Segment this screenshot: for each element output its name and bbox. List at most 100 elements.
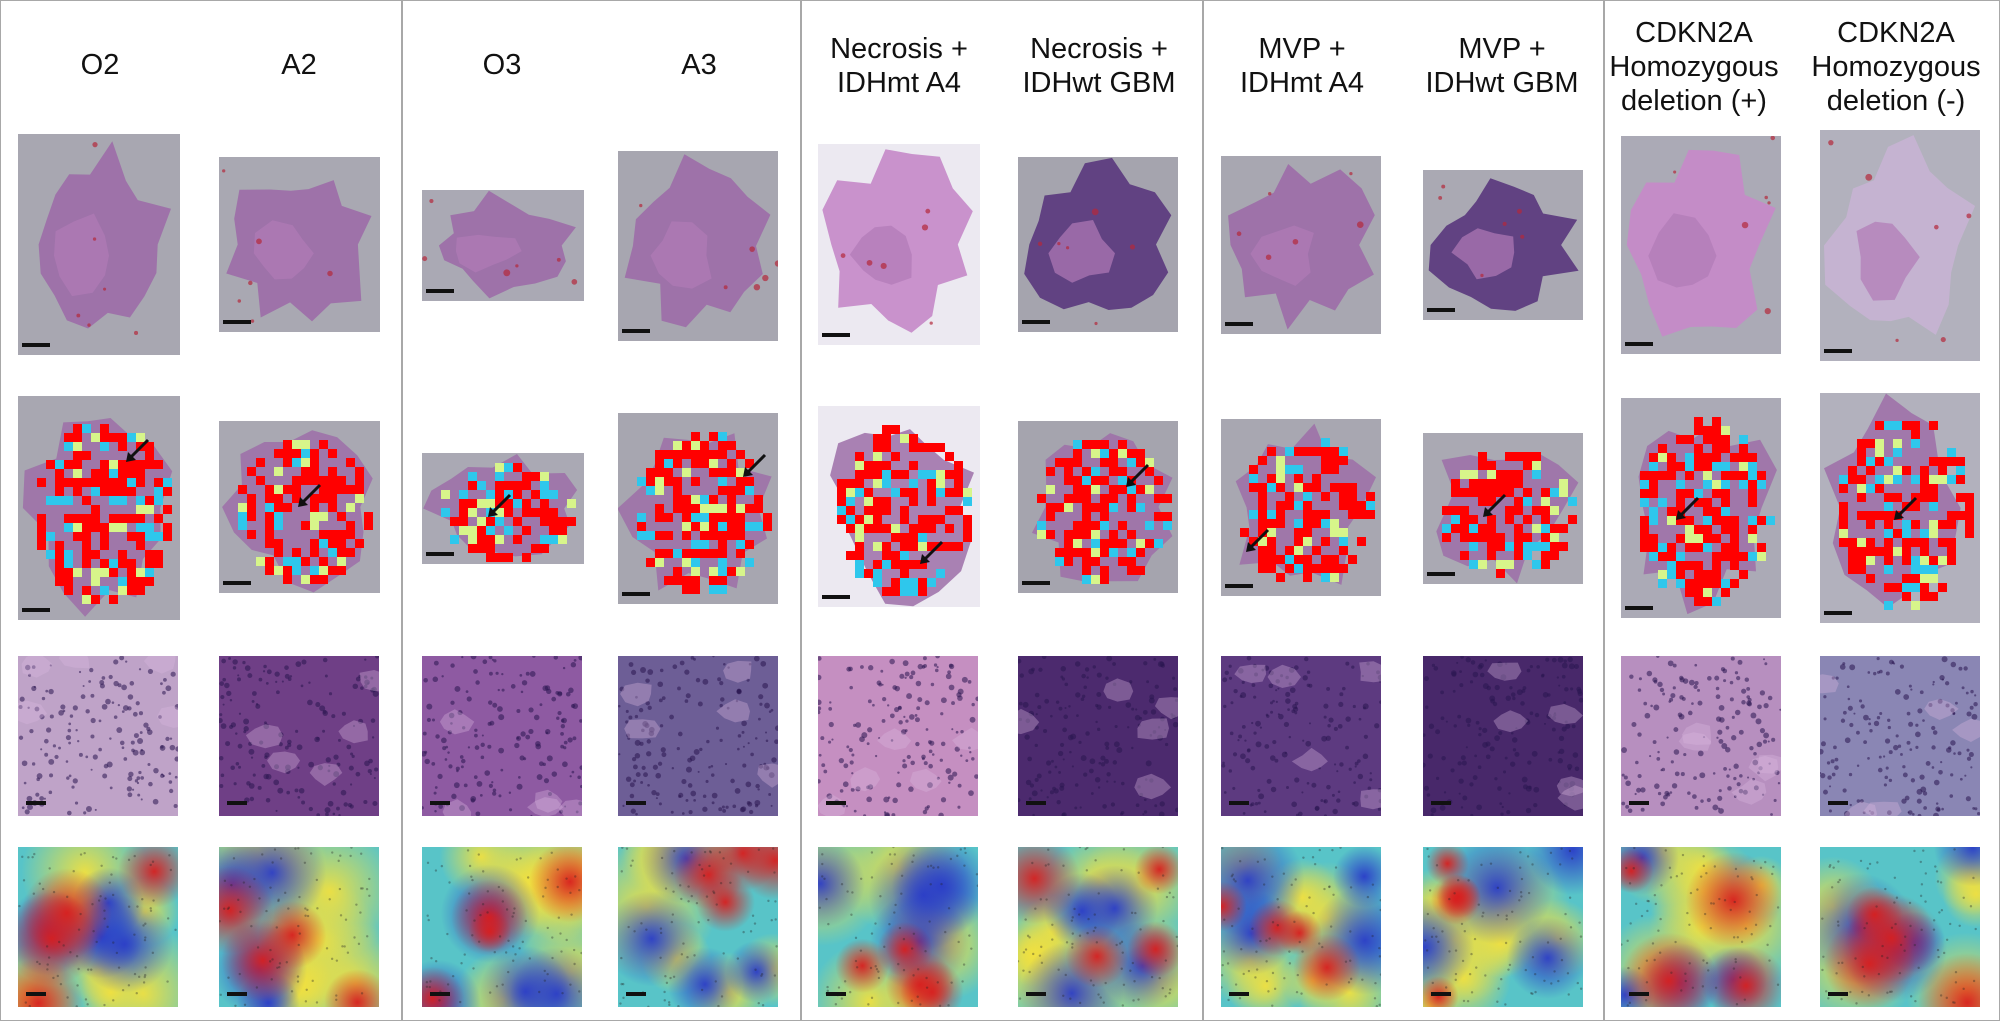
- arrow-icon: [296, 481, 324, 509]
- histology-patch: [1820, 656, 1980, 816]
- slide-thumbnail: [1221, 156, 1381, 334]
- attention-heatmap: [422, 847, 582, 1007]
- arrow-icon: [486, 491, 514, 519]
- slide-thumbnail: [18, 134, 180, 355]
- arrow-icon: [1892, 494, 1920, 522]
- overlay-map: [18, 396, 180, 620]
- slide-thumbnail: [1820, 130, 1980, 361]
- scale-bar: [826, 992, 846, 996]
- column-title-necrosis-idhwt-gbm: Necrosis + IDHwt GBM: [1022, 33, 1176, 99]
- overlay-map: [818, 406, 980, 607]
- column-title-mvp-idhmt-a4: MVP + IDHmt A4: [1239, 33, 1365, 99]
- scale-bar: [223, 581, 251, 585]
- attention-heatmap: [1621, 847, 1781, 1007]
- scale-bar: [1026, 801, 1046, 805]
- slide-thumbnail: [818, 144, 980, 345]
- scale-bar: [1225, 322, 1253, 326]
- histology-patch: [18, 656, 178, 816]
- attention-heatmap: [618, 847, 778, 1007]
- scale-bar: [1824, 611, 1852, 615]
- histology-patch: [1621, 656, 1781, 816]
- group-divider: [1603, 0, 1605, 1021]
- arrow-icon: [918, 538, 946, 566]
- overlay-map: [1221, 419, 1381, 596]
- scale-bar: [822, 595, 850, 599]
- arrow-icon: [1674, 494, 1702, 522]
- scale-bar: [1824, 349, 1852, 353]
- column-title-mvp-idhwt-gbm: MVP + IDHwt GBM: [1425, 33, 1579, 99]
- scale-bar: [430, 801, 450, 805]
- scale-bar: [426, 289, 454, 293]
- histology-patch: [618, 656, 778, 816]
- scale-bar: [1828, 992, 1848, 996]
- scale-bar: [430, 992, 450, 996]
- overlay-map: [618, 413, 778, 604]
- attention-heatmap: [219, 847, 379, 1007]
- scale-bar: [822, 333, 850, 337]
- arrow-icon: [1124, 461, 1152, 489]
- scale-bar: [1625, 342, 1653, 346]
- scale-bar: [622, 329, 650, 333]
- scale-bar: [1022, 581, 1050, 585]
- scale-bar: [1026, 992, 1046, 996]
- scale-bar: [1629, 992, 1649, 996]
- group-divider: [800, 0, 802, 1021]
- group-divider: [401, 0, 403, 1021]
- column-title-a2: A2: [281, 49, 317, 81]
- scale-bar: [227, 992, 247, 996]
- scale-bar: [426, 552, 454, 556]
- scale-bar: [626, 801, 646, 805]
- overlay-map: [1621, 398, 1781, 618]
- scale-bar: [1229, 801, 1249, 805]
- histology-patch: [422, 656, 582, 816]
- attention-heatmap: [1423, 847, 1583, 1007]
- scale-bar: [1225, 584, 1253, 588]
- group-divider: [1202, 0, 1204, 1021]
- column-title-necrosis-idhmt-a4: Necrosis + IDHmt A4: [830, 33, 968, 99]
- scale-bar: [223, 320, 251, 324]
- arrow-icon: [741, 451, 769, 479]
- scale-bar: [1625, 606, 1653, 610]
- slide-thumbnail: [1423, 170, 1583, 320]
- slide-thumbnail: [1018, 157, 1178, 332]
- scale-bar: [826, 801, 846, 805]
- histology-patch: [1423, 656, 1583, 816]
- scale-bar: [626, 992, 646, 996]
- scale-bar: [22, 343, 50, 347]
- scale-bar: [227, 801, 247, 805]
- attention-heatmap: [1221, 847, 1381, 1007]
- overlay-map: [1820, 393, 1980, 623]
- slide-thumbnail: [618, 151, 778, 341]
- arrow-icon: [124, 436, 152, 464]
- arrow-icon: [1244, 526, 1272, 554]
- scale-bar: [1427, 572, 1455, 576]
- overlay-map: [1018, 421, 1178, 593]
- arrow-icon: [1481, 491, 1509, 519]
- attention-heatmap: [818, 847, 978, 1007]
- scale-bar: [26, 992, 46, 996]
- scale-bar: [1828, 801, 1848, 805]
- column-title-cdkn2a-positive: CDKN2A Homozygous deletion (+): [1609, 17, 1779, 117]
- scale-bar: [1629, 801, 1649, 805]
- column-title-a3: A3: [681, 49, 717, 81]
- overlay-map: [219, 421, 380, 593]
- slide-thumbnail: [219, 157, 380, 332]
- histology-patch: [818, 656, 978, 816]
- scale-bar: [26, 801, 46, 805]
- column-title-cdkn2a-negative: CDKN2A Homozygous deletion (-): [1811, 17, 1981, 117]
- slide-thumbnail: [1621, 136, 1781, 354]
- attention-heatmap: [1820, 847, 1980, 1007]
- attention-heatmap: [1018, 847, 1178, 1007]
- scale-bar: [1431, 992, 1451, 996]
- scale-bar: [1431, 801, 1451, 805]
- scale-bar: [1229, 992, 1249, 996]
- overlay-map: [1423, 433, 1583, 584]
- column-title-o2: O2: [80, 49, 120, 81]
- histology-patch: [219, 656, 379, 816]
- scale-bar: [1022, 320, 1050, 324]
- scale-bar: [622, 592, 650, 596]
- slide-thumbnail: [422, 190, 584, 301]
- attention-heatmap: [18, 847, 178, 1007]
- column-title-o3: O3: [482, 49, 522, 81]
